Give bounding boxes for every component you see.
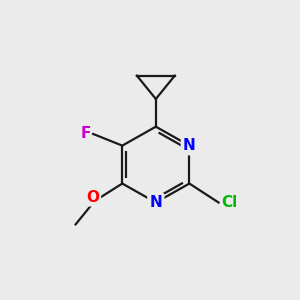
Text: N: N [183,138,196,153]
Text: N: N [149,195,162,210]
Text: O: O [87,190,100,205]
Text: Cl: Cl [221,195,237,210]
Text: F: F [80,127,91,142]
